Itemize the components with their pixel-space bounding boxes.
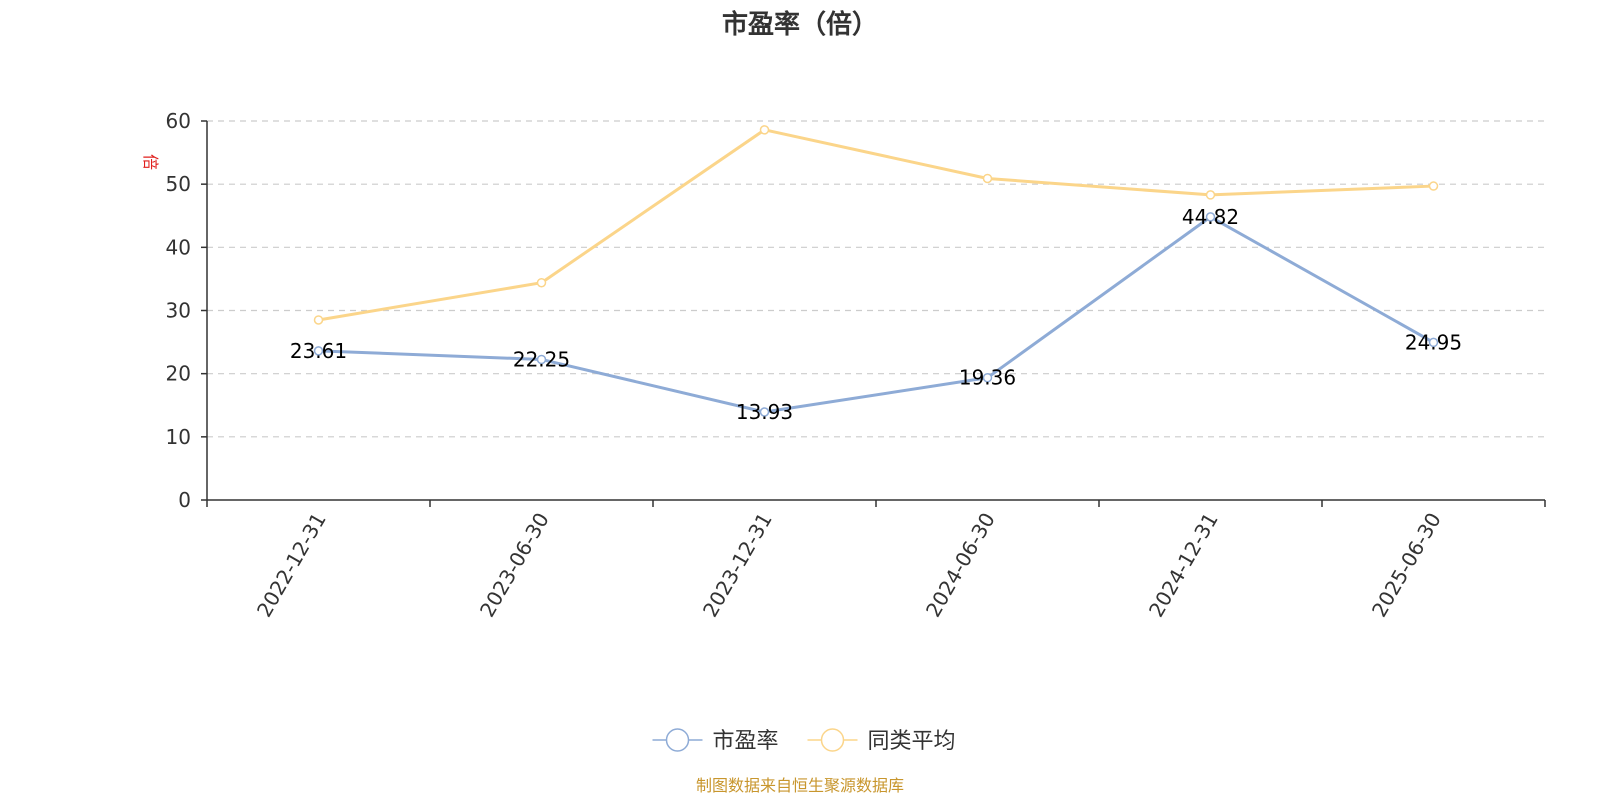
data-label: 19.36 (959, 366, 1016, 390)
data-label: 44.82 (1182, 205, 1239, 229)
legend[interactable]: 市盈率 同类平均 (652, 728, 956, 754)
x-tick-label: 2023-06-30 (475, 509, 554, 622)
legend-item[interactable]: 市盈率 (652, 728, 779, 754)
series-lines (313, 125, 1439, 417)
data-point (313, 346, 324, 356)
data-source-note: 制图数据来自恒生聚源数据库 (696, 776, 904, 795)
data-label: 22.25 (513, 347, 570, 371)
data-point (536, 354, 547, 365)
data-label: 13.93 (736, 400, 793, 424)
y-tick-label: 10 (166, 425, 191, 449)
legend-label: 市盈率 (713, 729, 779, 754)
x-tick-label: 2022-12-31 (252, 509, 331, 622)
y-tick-label: 30 (166, 299, 191, 323)
y-tick-label: 40 (166, 235, 191, 259)
y-axis-unit-label: 倍 (141, 154, 160, 170)
data-point (1428, 181, 1439, 191)
legend-marker (820, 728, 845, 752)
y-tick-label: 60 (166, 109, 191, 133)
data-point (536, 277, 547, 288)
data-point (982, 372, 993, 383)
legend-marker (665, 728, 690, 752)
y-tick-label: 50 (166, 172, 191, 196)
legend-item[interactable]: 同类平均 (807, 728, 956, 754)
legend-label: 同类平均 (868, 729, 956, 754)
data-label: 23.61 (290, 339, 347, 363)
data-labels: 23.61 22.25 13.93 19.36 44.82 24.95 (290, 205, 1462, 424)
series-line (318, 128, 1434, 322)
x-tick-label: 2023-12-31 (698, 509, 777, 622)
data-point (759, 125, 770, 135)
x-tick-label: 2025-06-30 (1367, 509, 1446, 622)
chart-title: 市盈率（倍） (722, 9, 878, 40)
x-tick-label: 2024-06-30 (921, 509, 1000, 622)
data-point (1205, 190, 1216, 200)
y-tick-label: 20 (166, 362, 191, 386)
series-line (318, 215, 1435, 414)
axes: 0 10 20 30 40 50 60 2022-12-31 2023-06-30 2023-12… (166, 109, 1546, 622)
data-point (759, 407, 770, 417)
data-point (982, 173, 993, 184)
data-point (1428, 337, 1439, 348)
x-tick-label: 2024-12-31 (1144, 509, 1223, 622)
grid-lines (207, 120, 1545, 438)
data-label: 24.95 (1405, 330, 1462, 354)
data-point (313, 315, 324, 325)
y-tick-label: 0 (178, 488, 191, 512)
data-point (1205, 212, 1216, 222)
